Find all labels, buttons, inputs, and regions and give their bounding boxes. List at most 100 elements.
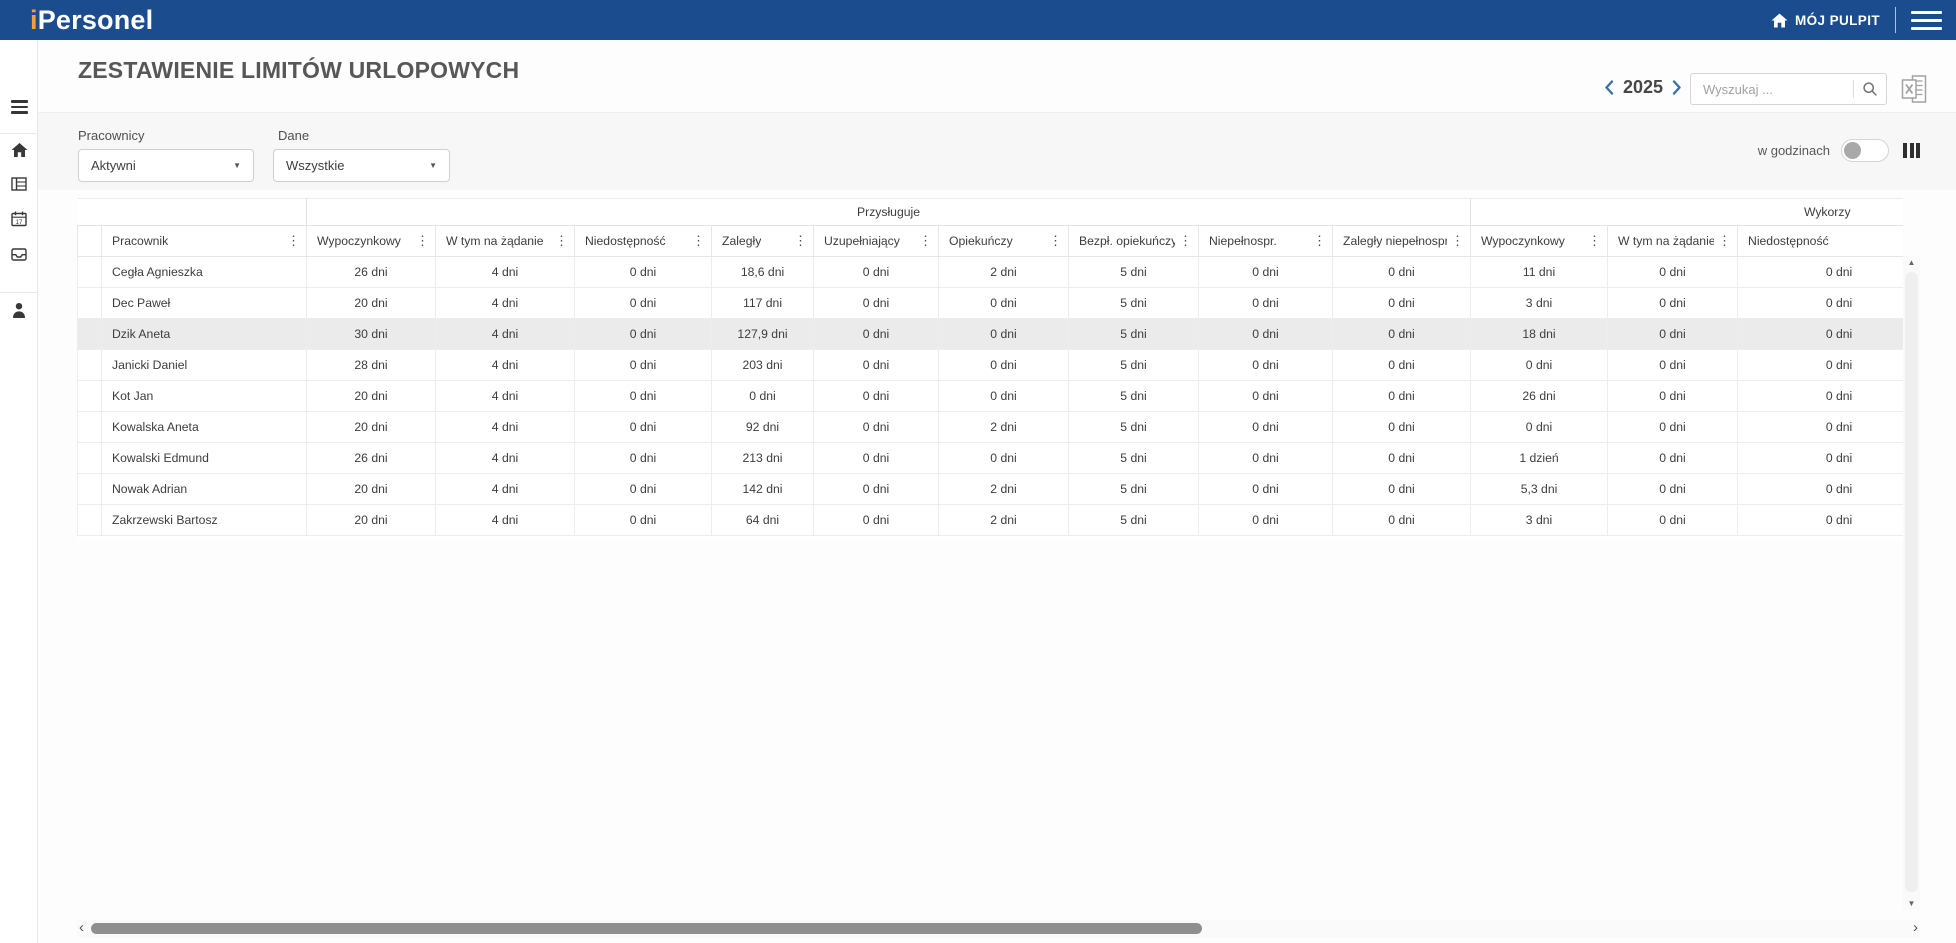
value-cell-3: 117 dni: [712, 288, 814, 319]
column-menu-icon[interactable]: ⋮: [790, 233, 807, 249]
column-header-4[interactable]: Zaległy⋮: [712, 226, 814, 257]
column-header-8[interactable]: Niepełnospr.⋮: [1199, 226, 1333, 257]
column-menu-icon[interactable]: ⋮: [1309, 233, 1326, 249]
employee-name-cell: Kot Jan: [102, 381, 307, 412]
column-header-0[interactable]: Pracownik⋮: [102, 226, 307, 257]
excel-export-button[interactable]: [1897, 72, 1933, 106]
table-row[interactable]: Kot Jan20 dni4 dni0 dni0 dni0 dni0 dni5 …: [78, 381, 1904, 412]
value-cell-0: 20 dni: [307, 381, 436, 412]
value-cell-11: 0 dni: [1738, 412, 1903, 443]
employee-name-cell: Zakrzewski Bartosz: [102, 505, 307, 536]
value-cell-6: 5 dni: [1069, 350, 1199, 381]
year-value: 2025: [1623, 77, 1663, 98]
table-row[interactable]: Nowak Adrian20 dni4 dni0 dni142 dni0 dni…: [78, 474, 1904, 505]
search-icon[interactable]: [1854, 81, 1886, 97]
value-cell-7: 0 dni: [1199, 505, 1333, 536]
scroll-down-icon[interactable]: ▼: [1903, 899, 1920, 908]
value-cell-6: 5 dni: [1069, 257, 1199, 288]
scroll-up-icon[interactable]: ▲: [1903, 258, 1920, 267]
sidebar-item-inbox[interactable]: [0, 248, 38, 261]
column-menu-icon[interactable]: ⋮: [551, 233, 568, 249]
scroll-left-icon[interactable]: ‹: [79, 919, 84, 936]
scroll-right-icon[interactable]: ›: [1913, 919, 1918, 936]
column-menu-icon[interactable]: ⋮: [915, 233, 932, 249]
table-row[interactable]: Cegła Agnieszka26 dni4 dni0 dni18,6 dni0…: [78, 257, 1904, 288]
value-cell-1: 4 dni: [436, 288, 575, 319]
main-menu-icon[interactable]: [1911, 9, 1942, 32]
vertical-scrollbar[interactable]: ▲ ▼: [1903, 256, 1920, 910]
column-header-5[interactable]: Uzupełniający⋮: [814, 226, 939, 257]
value-cell-3: 64 dni: [712, 505, 814, 536]
column-header-label: Wypoczynkowy: [1481, 234, 1565, 248]
app-logo[interactable]: iPersonel: [30, 0, 153, 40]
value-cell-8: 0 dni: [1333, 505, 1471, 536]
column-header-10[interactable]: Wypoczynkowy ⋮: [1471, 226, 1608, 257]
column-header-3[interactable]: Niedostępność⋮: [575, 226, 712, 257]
table-row[interactable]: Janicki Daniel28 dni4 dni0 dni203 dni0 d…: [78, 350, 1904, 381]
column-header-row: Pracownik⋮Wypoczynkowy⋮W tym na żądanie⋮…: [78, 226, 1904, 257]
table-row[interactable]: Zakrzewski Bartosz20 dni4 dni0 dni64 dni…: [78, 505, 1904, 536]
value-cell-1: 4 dni: [436, 443, 575, 474]
data-filter-select[interactable]: Wszystkie ▼: [273, 149, 450, 182]
table-row[interactable]: Dzik Aneta30 dni4 dni0 dni127,9 dni0 dni…: [78, 319, 1904, 350]
value-cell-7: 0 dni: [1199, 350, 1333, 381]
sidebar-item-home[interactable]: [0, 142, 38, 158]
employees-filter-select[interactable]: Aktywni ▼: [78, 149, 254, 182]
value-cell-5: 0 dni: [939, 319, 1069, 350]
row-handle-cell: [78, 319, 102, 350]
hours-toggle-label: w godzinach: [1758, 143, 1830, 158]
vertical-scroll-thumb[interactable]: [1905, 272, 1918, 892]
value-cell-4: 0 dni: [814, 319, 939, 350]
value-cell-3: 203 dni: [712, 350, 814, 381]
value-cell-10: 0 dni: [1608, 474, 1738, 505]
value-cell-3: 127,9 dni: [712, 319, 814, 350]
column-menu-icon[interactable]: ⋮: [1045, 233, 1062, 249]
value-cell-11: 0 dni: [1738, 505, 1903, 536]
value-cell-1: 4 dni: [436, 319, 575, 350]
value-cell-0: 20 dni: [307, 474, 436, 505]
value-cell-7: 0 dni: [1199, 319, 1333, 350]
horizontal-scroll-thumb[interactable]: [91, 923, 1202, 934]
value-cell-10: 0 dni: [1608, 381, 1738, 412]
next-year-button[interactable]: [1672, 80, 1682, 95]
column-header-11[interactable]: W tym na żądanie⋮: [1608, 226, 1738, 257]
column-header-1[interactable]: Wypoczynkowy ⋮: [307, 226, 436, 257]
value-cell-8: 0 dni: [1333, 350, 1471, 381]
my-desktop-link[interactable]: MÓJ PULPIT: [1771, 13, 1880, 28]
table-row[interactable]: Kowalski Edmund26 dni4 dni0 dni213 dni0 …: [78, 443, 1904, 474]
sidebar-item-records[interactable]: [0, 177, 38, 191]
value-cell-4: 0 dni: [814, 443, 939, 474]
column-header-12[interactable]: Niedostępność⋮: [1738, 226, 1903, 257]
value-cell-6: 5 dni: [1069, 443, 1199, 474]
data-filter-value: Wszystkie: [286, 158, 345, 173]
column-chooser-icon[interactable]: [1903, 143, 1920, 158]
column-menu-icon[interactable]: ⋮: [1447, 233, 1464, 249]
hours-toggle[interactable]: [1841, 139, 1889, 162]
column-menu-icon[interactable]: ⋮: [412, 233, 429, 249]
table-row[interactable]: Dec Paweł20 dni4 dni0 dni117 dni0 dni0 d…: [78, 288, 1904, 319]
column-menu-icon[interactable]: ⋮: [283, 233, 300, 249]
column-header-label: Wypoczynkowy: [317, 234, 401, 248]
column-header-label: W tym na żądanie: [446, 234, 544, 248]
value-cell-11: 0 dni: [1738, 319, 1903, 350]
sidebar-menu-icon[interactable]: [0, 100, 38, 114]
table-row[interactable]: Kowalska Aneta20 dni4 dni0 dni92 dni0 dn…: [78, 412, 1904, 443]
value-cell-11: 0 dni: [1738, 474, 1903, 505]
sidebar-item-employee[interactable]: [0, 302, 38, 318]
column-header-7[interactable]: Bezpł. opiekuńczy⋮: [1069, 226, 1199, 257]
column-menu-icon[interactable]: ⋮: [1584, 233, 1601, 249]
value-cell-2: 0 dni: [575, 505, 712, 536]
sidebar-item-calendar[interactable]: 17: [0, 211, 38, 227]
column-menu-icon[interactable]: ⋮: [1714, 233, 1731, 249]
search-input[interactable]: [1691, 82, 1853, 97]
column-header-label: Opiekuńczy: [949, 234, 1013, 248]
column-header-6[interactable]: Opiekuńczy ⋮: [939, 226, 1069, 257]
row-handle-cell: [78, 381, 102, 412]
employee-name-cell: Cegła Agnieszka: [102, 257, 307, 288]
column-header-2[interactable]: W tym na żądanie ⋮: [436, 226, 575, 257]
horizontal-scrollbar[interactable]: ‹ ›: [77, 920, 1920, 937]
column-header-9[interactable]: Zaległy niepełnospr.⋮: [1333, 226, 1471, 257]
column-menu-icon[interactable]: ⋮: [1175, 233, 1192, 249]
column-menu-icon[interactable]: ⋮: [688, 233, 705, 249]
previous-year-button[interactable]: [1604, 80, 1614, 95]
